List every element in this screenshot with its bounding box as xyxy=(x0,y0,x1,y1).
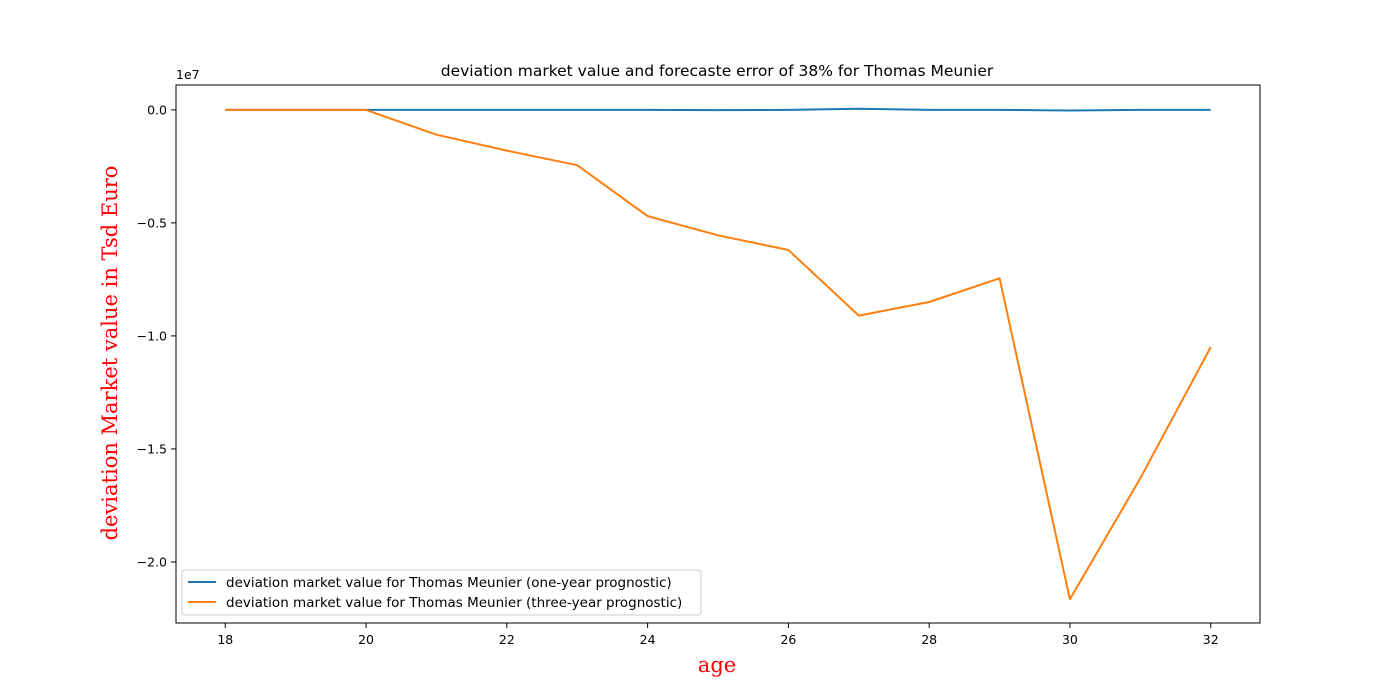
legend-label-0: deviation market value for Thomas Meunie… xyxy=(226,575,672,591)
legend-box xyxy=(181,569,702,616)
y-tick-label: −1.5 xyxy=(137,441,167,456)
chart-title: deviation market value and forecaste err… xyxy=(441,62,994,80)
x-tick-label: 24 xyxy=(640,632,656,647)
y-tick-label: 0.0 xyxy=(147,102,167,117)
x-tick-label: 32 xyxy=(1203,632,1219,647)
x-tick-label: 28 xyxy=(921,632,937,647)
legend: deviation market value for Thomas Meunie… xyxy=(181,569,702,616)
y-axis-label: deviation Market value in Tsd Euro xyxy=(98,166,122,541)
legend-label-1: deviation market value for Thomas Meunie… xyxy=(226,595,682,611)
series-line-1 xyxy=(225,108,1212,601)
x-tick-label: 18 xyxy=(217,632,233,647)
y-tick-label: −0.5 xyxy=(137,215,167,230)
y-tick-label: −1.0 xyxy=(137,328,167,343)
x-tick-label: 30 xyxy=(1062,632,1078,647)
x-tick-label: 20 xyxy=(358,632,374,647)
axes-frame xyxy=(175,84,1261,624)
y-tick-label: −2.0 xyxy=(137,554,167,569)
y-axis-offset-label: 1e7 xyxy=(176,67,200,82)
x-tick-label: 26 xyxy=(780,632,796,647)
series-line-0 xyxy=(225,107,1211,112)
x-axis-label: age xyxy=(698,653,736,677)
x-tick-label: 22 xyxy=(499,632,515,647)
plot-area: 18 20 22 24 26 28 30 32 0.0 −0.5 −1.0 −1.5 −2.0 xyxy=(137,84,1261,647)
